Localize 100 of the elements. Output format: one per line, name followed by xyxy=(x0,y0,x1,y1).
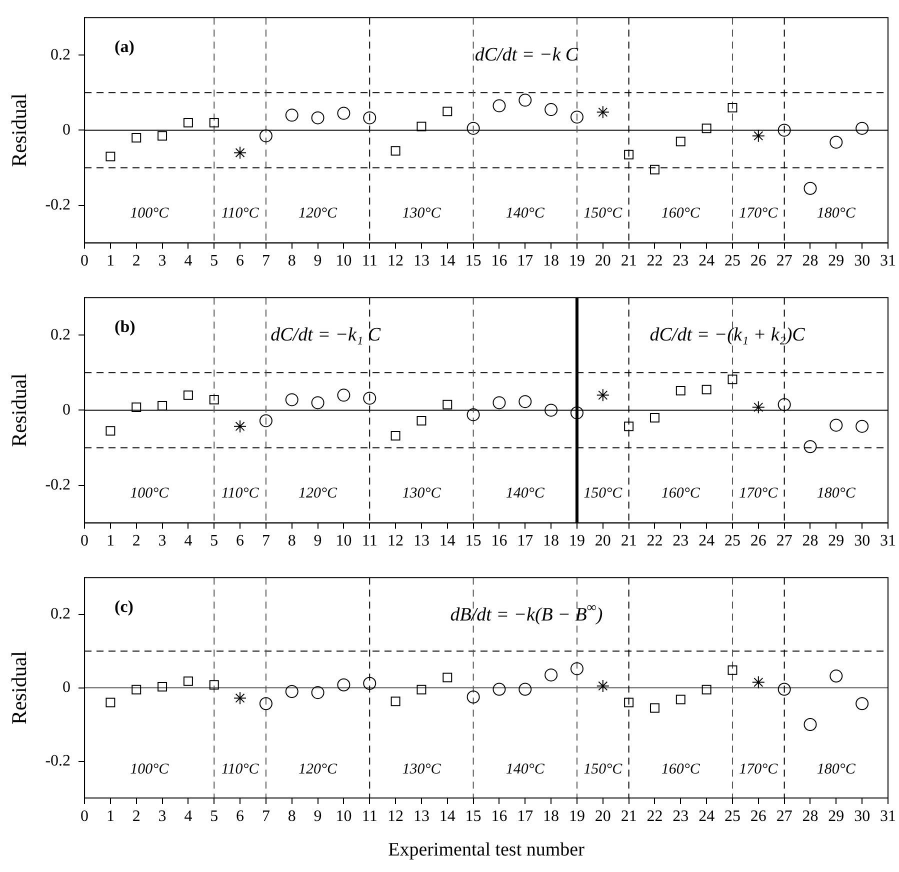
x-tick-label: 14 xyxy=(439,808,456,825)
x-tick-label: 3 xyxy=(158,252,166,270)
y-tick-label: 0 xyxy=(62,679,71,696)
annotation: (b) xyxy=(114,316,136,336)
x-tick-label: 2 xyxy=(132,252,140,270)
y-tick-label: 0.2 xyxy=(50,326,71,344)
x-tick-label: 21 xyxy=(620,532,637,550)
x-tick-label: 24 xyxy=(698,808,715,825)
x-tick-label: 26 xyxy=(750,532,766,550)
x-tick-label: 11 xyxy=(362,252,378,270)
x-tick-label: 12 xyxy=(388,252,404,270)
x-tick-label: 6 xyxy=(236,252,244,270)
x-tick-label: 15 xyxy=(465,252,482,270)
y-tick-label: -0.2 xyxy=(45,196,71,214)
x-tick-label: 16 xyxy=(491,808,508,825)
x-tick-label: 21 xyxy=(620,808,637,825)
annotation: (a) xyxy=(114,36,134,56)
x-tick-label: 8 xyxy=(288,252,296,270)
x-tick-label: 25 xyxy=(724,808,740,825)
annotation: 110°C xyxy=(221,485,260,502)
x-tick-label: 15 xyxy=(465,532,482,550)
x-tick-label: 26 xyxy=(750,252,766,270)
x-tick-label: 9 xyxy=(314,532,322,550)
x-tick-label: 11 xyxy=(362,532,378,550)
x-tick-label: 28 xyxy=(802,532,818,550)
annotation: 160°C xyxy=(661,205,701,222)
x-tick-label: 13 xyxy=(413,532,430,550)
x-tick-label: 28 xyxy=(802,808,818,825)
x-tick-label: 7 xyxy=(262,532,270,550)
x-tick-label: 5 xyxy=(210,808,218,825)
annotation: 140°C xyxy=(506,761,546,778)
x-tick-label: 23 xyxy=(672,808,689,825)
x-tick-label: 14 xyxy=(439,532,456,550)
annotation: 170°C xyxy=(739,485,779,502)
x-tick-label: 23 xyxy=(672,252,689,270)
x-tick-label: 22 xyxy=(646,532,663,550)
x-tick-label: 13 xyxy=(413,252,430,270)
x-tick-label: 12 xyxy=(388,808,404,825)
x-tick-label: 8 xyxy=(288,808,296,825)
annotation: 140°C xyxy=(506,205,546,222)
annotation: dC/dt = −(k₁ + k₂)C xyxy=(650,324,806,346)
x-tick-label: 9 xyxy=(314,808,322,825)
x-tick-label: 24 xyxy=(698,532,715,550)
x-tick-label: 17 xyxy=(517,252,534,270)
x-tick-label: 1 xyxy=(106,252,114,270)
x-tick-label: 24 xyxy=(698,252,715,270)
x-tick-label: 2 xyxy=(132,808,140,825)
annotation: 100°C xyxy=(130,485,170,502)
annotation: dC/dt = −k C xyxy=(474,44,578,66)
x-axis-title: Experimental test number xyxy=(388,840,586,861)
x-tick-label: 10 xyxy=(336,532,352,550)
x-tick-label: 20 xyxy=(594,532,611,550)
annotation: 180°C xyxy=(816,485,856,502)
annotation: 130°C xyxy=(402,205,442,222)
x-tick-label: 31 xyxy=(880,252,896,270)
annotation: (c) xyxy=(114,596,134,616)
annotation: 140°C xyxy=(506,485,546,502)
x-tick-label: 1 xyxy=(106,532,114,550)
annotation: 120°C xyxy=(298,205,338,222)
annotation: 120°C xyxy=(298,761,338,778)
x-tick-label: 19 xyxy=(568,532,585,550)
y-tick-label: -0.2 xyxy=(45,752,71,770)
annotation: 180°C xyxy=(816,205,856,222)
x-tick-label: 22 xyxy=(646,252,663,270)
y-tick-label: 0.2 xyxy=(50,606,71,623)
x-tick-label: 10 xyxy=(336,808,352,825)
x-tick-label: 2 xyxy=(132,532,140,550)
x-tick-label: 22 xyxy=(646,808,663,825)
annotation: dB/dt = −k(B − B∞) xyxy=(450,599,603,626)
x-tick-label: 29 xyxy=(828,808,844,825)
x-tick-label: 3 xyxy=(158,808,166,825)
x-tick-label: 7 xyxy=(262,252,270,270)
y-tick-label: 0 xyxy=(62,121,71,138)
x-tick-label: 31 xyxy=(880,808,896,825)
x-tick-label: 3 xyxy=(158,532,166,550)
y-tick-label: 0 xyxy=(62,401,71,418)
x-tick-label: 4 xyxy=(184,808,192,825)
x-tick-label: 25 xyxy=(724,252,740,270)
x-tick-label: 14 xyxy=(439,252,456,270)
y-tick-label: -0.2 xyxy=(45,476,71,494)
annotation: 100°C xyxy=(130,205,170,222)
x-tick-label: 6 xyxy=(236,808,244,825)
x-tick-label: 16 xyxy=(491,532,508,550)
x-tick-label: 21 xyxy=(620,252,637,270)
annotation: 170°C xyxy=(739,761,779,778)
x-tick-label: 30 xyxy=(854,532,870,550)
annotation: 160°C xyxy=(661,761,701,778)
x-tick-label: 5 xyxy=(210,532,218,550)
annotation: 110°C xyxy=(221,205,260,222)
x-tick-label: 18 xyxy=(543,532,560,550)
x-tick-label: 29 xyxy=(828,252,844,270)
x-tick-label: 7 xyxy=(262,808,270,825)
x-tick-label: 18 xyxy=(543,808,560,825)
annotation: 150°C xyxy=(584,761,624,778)
x-tick-label: 13 xyxy=(413,808,430,825)
x-tick-label: 15 xyxy=(465,808,482,825)
x-tick-label: 27 xyxy=(776,252,792,270)
annotation: 120°C xyxy=(298,485,338,502)
annotation: 150°C xyxy=(584,485,624,502)
x-tick-label: 29 xyxy=(828,532,844,550)
